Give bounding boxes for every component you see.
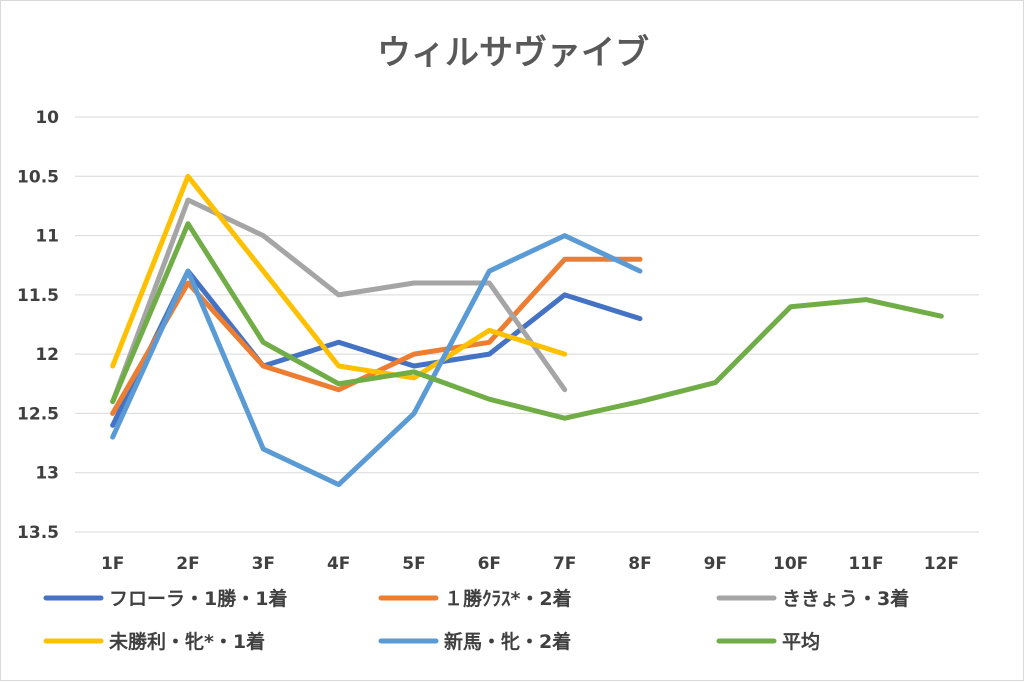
x-tick-label: 6F xyxy=(478,554,501,574)
legend-label: 未勝利・牝*・1着 xyxy=(108,630,265,653)
y-tick-label: 12.5 xyxy=(17,404,59,424)
series-line xyxy=(110,233,643,488)
x-tick-label: 8F xyxy=(628,554,651,574)
x-tick-label: 10F xyxy=(773,554,808,574)
legend-label: １勝ｸﾗｽ*・2着 xyxy=(444,587,572,610)
y-tick-label: 11 xyxy=(35,227,59,247)
x-tick-label: 2F xyxy=(176,554,199,574)
chart-title: ウィルサヴァイブ xyxy=(377,33,649,73)
y-axis-ticks: 10 10.5 11 11.5 12 12.5 13 13.5 xyxy=(17,108,59,543)
series-lines xyxy=(110,173,944,488)
legend-label: 新馬・牝・2着 xyxy=(444,630,571,653)
x-axis-ticks: 1F 2F 3F 4F 5F 6F 7F 8F 9F 10F 11F 12F xyxy=(101,554,959,574)
y-tick-label: 13 xyxy=(35,464,59,484)
legend-label: 平均 xyxy=(782,630,820,653)
x-tick-label: 4F xyxy=(327,554,350,574)
y-tick-label: 13.5 xyxy=(17,523,59,543)
series-line xyxy=(110,173,568,381)
y-tick-label: 12 xyxy=(35,345,59,365)
x-tick-label: 1F xyxy=(101,554,124,574)
series-line xyxy=(110,221,944,421)
series-line xyxy=(110,268,643,428)
y-tick-label: 10 xyxy=(35,108,59,128)
x-tick-label: 9F xyxy=(704,554,727,574)
x-tick-label: 12F xyxy=(924,554,959,574)
y-tick-label: 11.5 xyxy=(17,286,59,306)
legend-label: ききょう・3着 xyxy=(782,587,909,610)
y-tick-label: 10.5 xyxy=(17,167,59,187)
legend-label: フローラ・1勝・1着 xyxy=(109,587,287,610)
x-tick-label: 5F xyxy=(402,554,425,574)
x-tick-label: 11F xyxy=(848,554,883,574)
series-line xyxy=(110,197,568,405)
x-tick-label: 7F xyxy=(553,554,576,574)
x-tick-label: 3F xyxy=(252,554,275,574)
